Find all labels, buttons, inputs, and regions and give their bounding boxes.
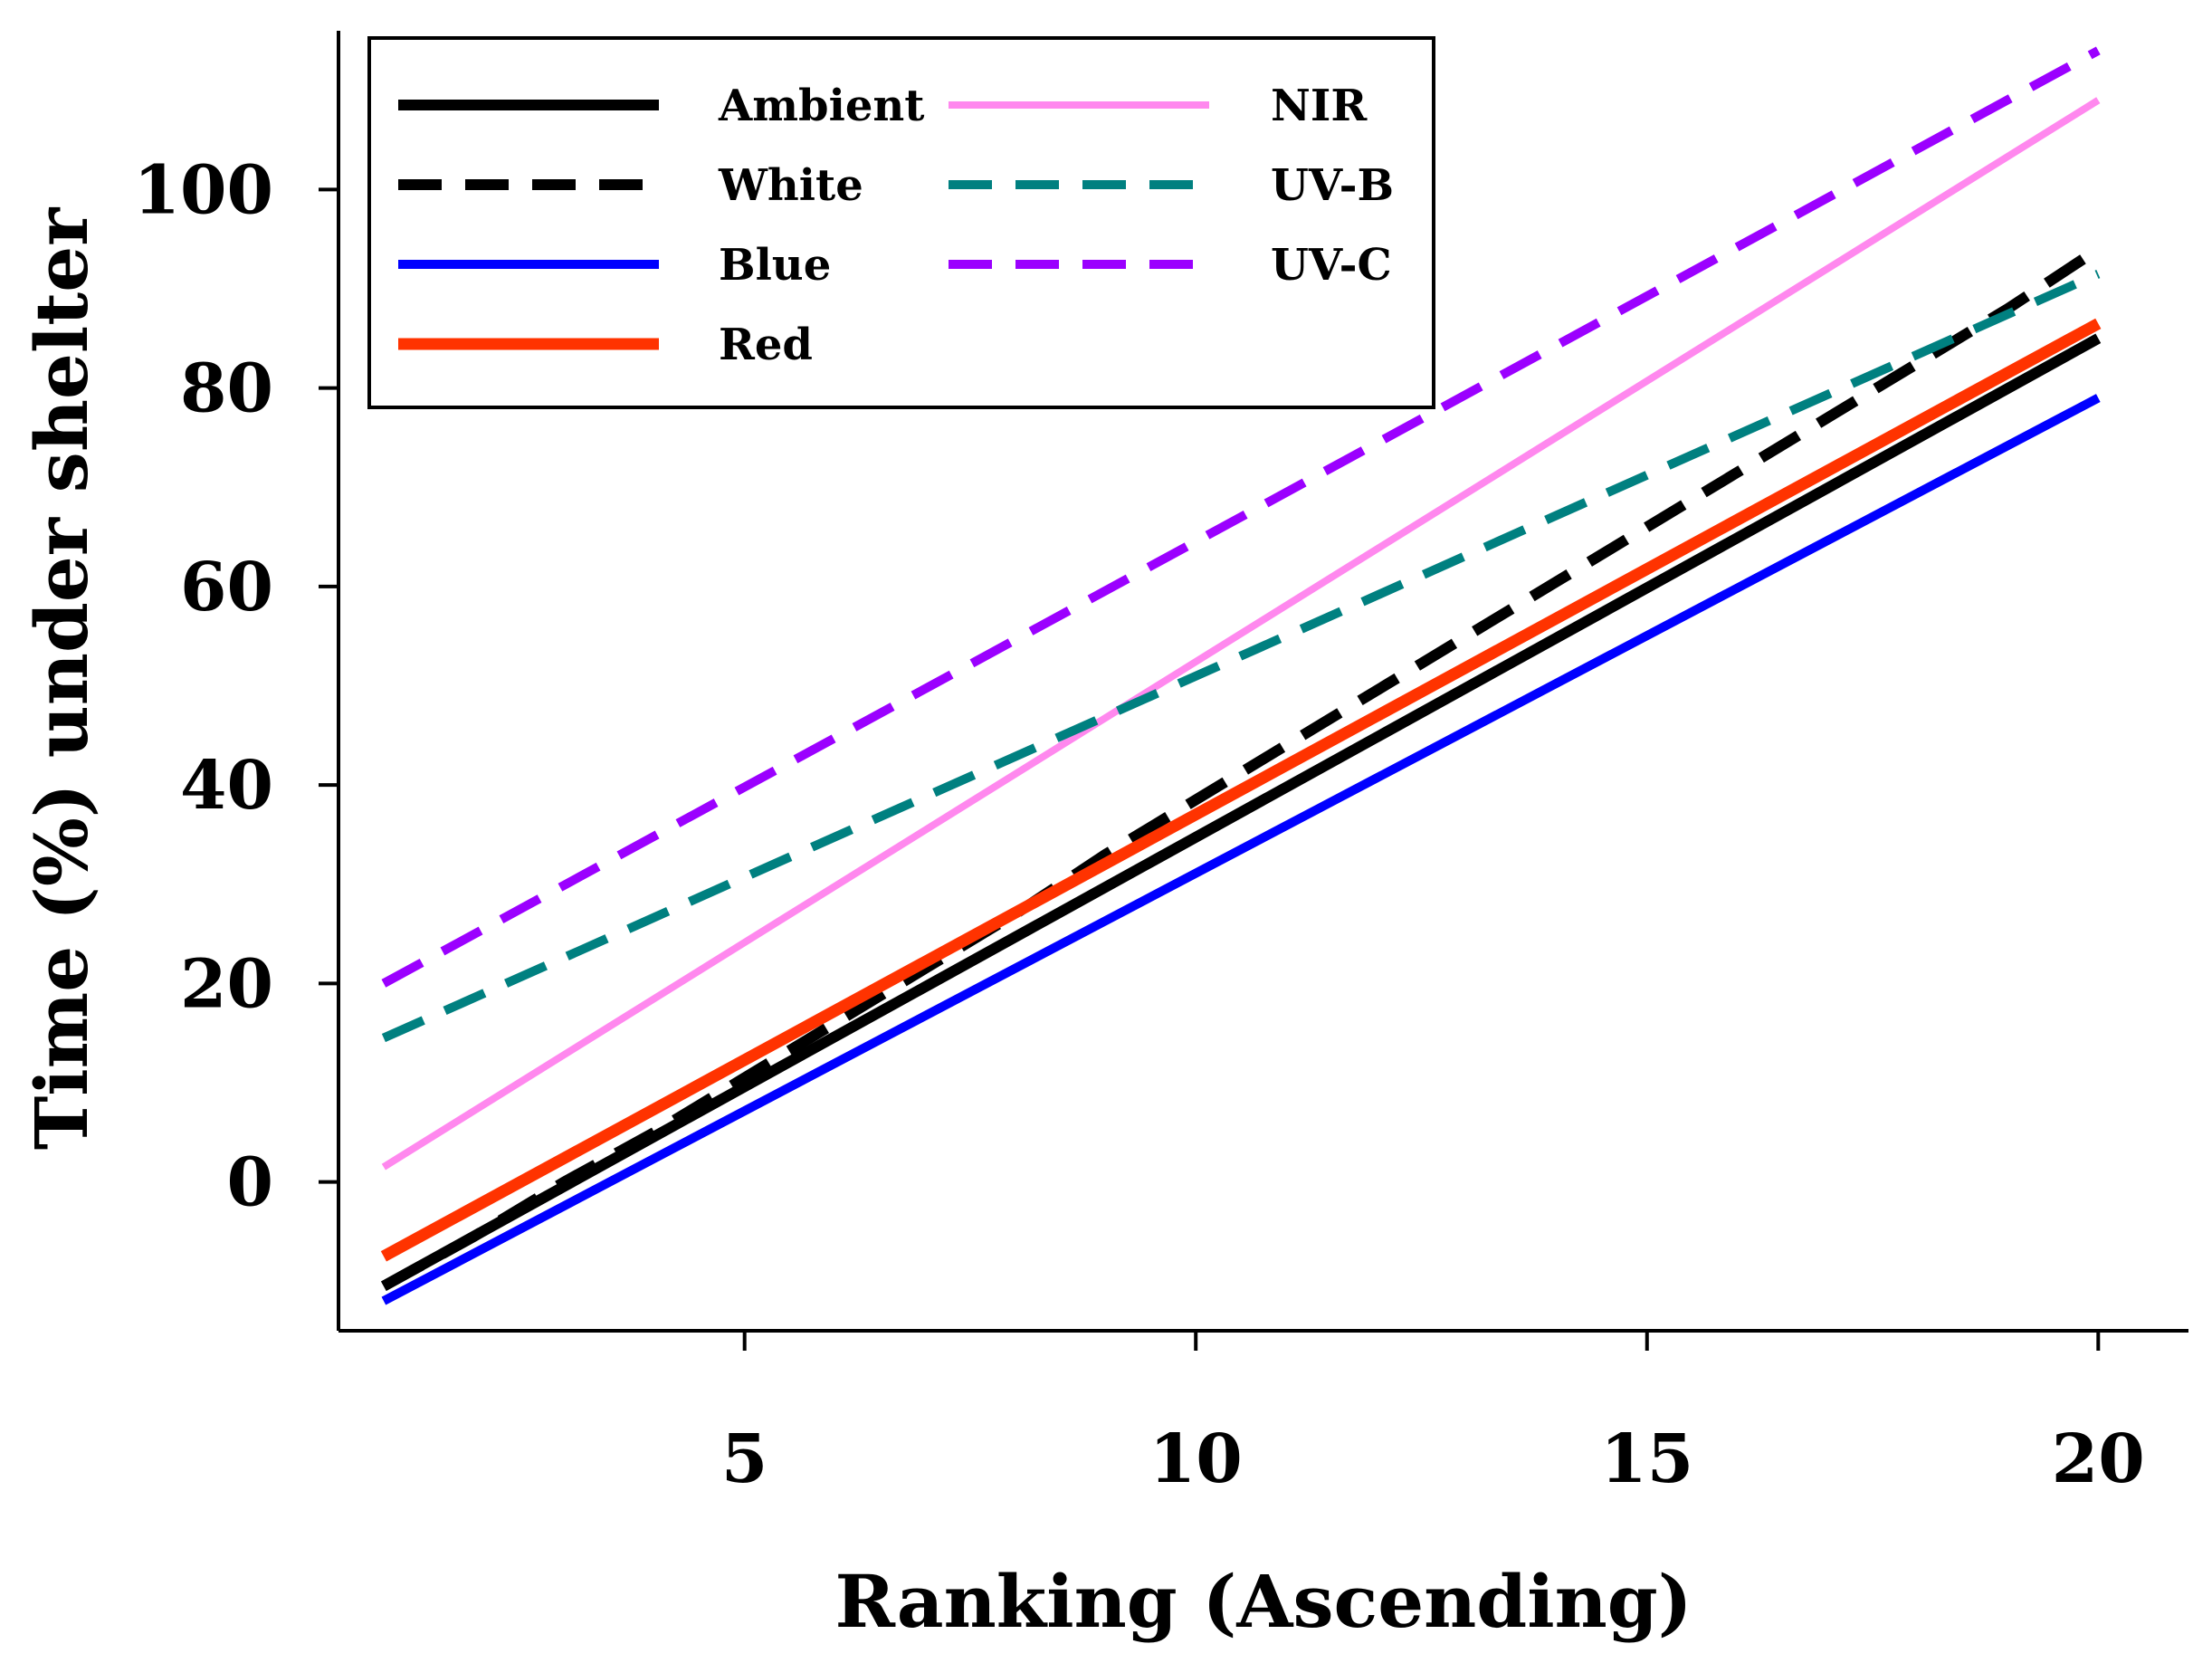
legend-label-ambient: Ambient xyxy=(718,81,924,131)
y-tick-label-60: 60 xyxy=(180,549,273,626)
legend-label-uv-c: UV-C xyxy=(1271,240,1392,291)
y-tick-label-0: 0 xyxy=(227,1144,274,1222)
x-axis-ticks: 5 10 15 20 xyxy=(721,1331,2145,1498)
series-line-nir xyxy=(381,97,2101,1171)
y-tick-label-100: 100 xyxy=(134,151,273,229)
x-tick-label-10: 10 xyxy=(1149,1420,1243,1498)
x-tick-label-20: 20 xyxy=(2052,1420,2145,1498)
x-tick-label-15: 15 xyxy=(1600,1420,1693,1498)
series-line-ambient xyxy=(380,333,2102,1291)
series-line-uv-b xyxy=(381,270,2101,1043)
y-axis-ticks: 0 20 40 60 80 100 xyxy=(134,151,338,1222)
legend-label-uv-b: UV-B xyxy=(1271,160,1394,211)
series-lines xyxy=(380,46,2102,1305)
legend-label-blue: Blue xyxy=(719,240,831,291)
legend-label-nir: NIR xyxy=(1271,81,1368,131)
x-axis-title: Ranking (Ascending) xyxy=(834,1559,1692,1644)
x-tick-label-5: 5 xyxy=(721,1420,768,1498)
series-line-red xyxy=(380,318,2102,1262)
legend-label-white: White xyxy=(718,160,863,211)
y-tick-label-40: 40 xyxy=(180,747,273,825)
series-line-blue xyxy=(381,394,2101,1305)
y-tick-label-80: 80 xyxy=(180,350,273,428)
legend: Ambient White Blue Red NIR UV-B UV-C xyxy=(367,36,1435,409)
legend-label-red: Red xyxy=(719,320,813,370)
y-tick-label-20: 20 xyxy=(180,945,273,1023)
series-line-uv-c xyxy=(381,46,2101,988)
legend-items: Ambient White Blue Red NIR UV-B UV-C xyxy=(398,81,1394,370)
y-axis-title: Time (%) under shelter xyxy=(19,207,104,1150)
